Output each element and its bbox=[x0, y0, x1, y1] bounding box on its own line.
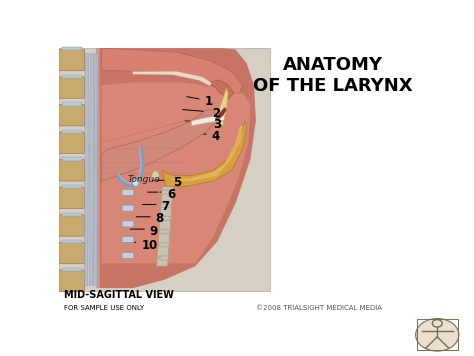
Polygon shape bbox=[162, 121, 246, 187]
Text: Tongue: Tongue bbox=[128, 175, 160, 184]
Bar bbox=[62, 240, 82, 244]
Bar bbox=[62, 185, 82, 188]
Polygon shape bbox=[215, 107, 227, 121]
Polygon shape bbox=[100, 48, 256, 288]
Text: MID-SAGITTAL VIEW: MID-SAGITTAL VIEW bbox=[64, 290, 173, 300]
FancyBboxPatch shape bbox=[59, 104, 84, 126]
Ellipse shape bbox=[152, 171, 159, 180]
Polygon shape bbox=[171, 126, 243, 181]
Polygon shape bbox=[210, 80, 234, 99]
Bar bbox=[62, 268, 82, 271]
FancyBboxPatch shape bbox=[59, 270, 84, 291]
Bar bbox=[62, 47, 82, 51]
Polygon shape bbox=[133, 72, 212, 86]
Polygon shape bbox=[101, 110, 217, 181]
Polygon shape bbox=[191, 115, 225, 126]
Bar bbox=[62, 157, 82, 161]
Polygon shape bbox=[94, 54, 98, 285]
Text: 4: 4 bbox=[212, 130, 220, 143]
Text: 6: 6 bbox=[167, 188, 175, 200]
FancyBboxPatch shape bbox=[122, 205, 134, 211]
FancyBboxPatch shape bbox=[59, 242, 84, 264]
FancyBboxPatch shape bbox=[59, 132, 84, 153]
Bar bbox=[62, 130, 82, 133]
Text: 1: 1 bbox=[204, 95, 212, 108]
Text: 8: 8 bbox=[155, 212, 164, 225]
FancyBboxPatch shape bbox=[122, 221, 134, 227]
Text: 3: 3 bbox=[213, 119, 222, 131]
Text: 2: 2 bbox=[212, 108, 220, 120]
Text: ANATOMY
OF THE LARYNX: ANATOMY OF THE LARYNX bbox=[253, 57, 413, 95]
Text: 5: 5 bbox=[173, 176, 182, 189]
FancyBboxPatch shape bbox=[122, 189, 134, 195]
Polygon shape bbox=[84, 54, 89, 285]
Circle shape bbox=[416, 319, 459, 351]
FancyBboxPatch shape bbox=[122, 252, 134, 258]
Polygon shape bbox=[96, 48, 256, 288]
Text: 10: 10 bbox=[142, 239, 158, 252]
Ellipse shape bbox=[132, 178, 139, 187]
FancyBboxPatch shape bbox=[59, 77, 84, 98]
Polygon shape bbox=[101, 48, 243, 93]
Bar bbox=[59, 48, 271, 291]
Polygon shape bbox=[101, 83, 250, 263]
Bar bbox=[62, 102, 82, 106]
Bar bbox=[62, 213, 82, 216]
FancyBboxPatch shape bbox=[59, 187, 84, 209]
Polygon shape bbox=[213, 88, 228, 126]
Bar bbox=[62, 75, 82, 78]
FancyBboxPatch shape bbox=[59, 215, 84, 236]
Polygon shape bbox=[90, 54, 94, 285]
Text: FOR SAMPLE USE ONLY: FOR SAMPLE USE ONLY bbox=[64, 305, 144, 312]
FancyBboxPatch shape bbox=[59, 49, 84, 71]
Text: 7: 7 bbox=[161, 200, 170, 213]
Text: 9: 9 bbox=[150, 225, 158, 238]
Polygon shape bbox=[156, 187, 173, 266]
FancyBboxPatch shape bbox=[59, 159, 84, 181]
Text: ©2008 TRIALSIGHT MEDICAL MEDIA: ©2008 TRIALSIGHT MEDICAL MEDIA bbox=[256, 305, 382, 312]
FancyBboxPatch shape bbox=[122, 237, 134, 243]
